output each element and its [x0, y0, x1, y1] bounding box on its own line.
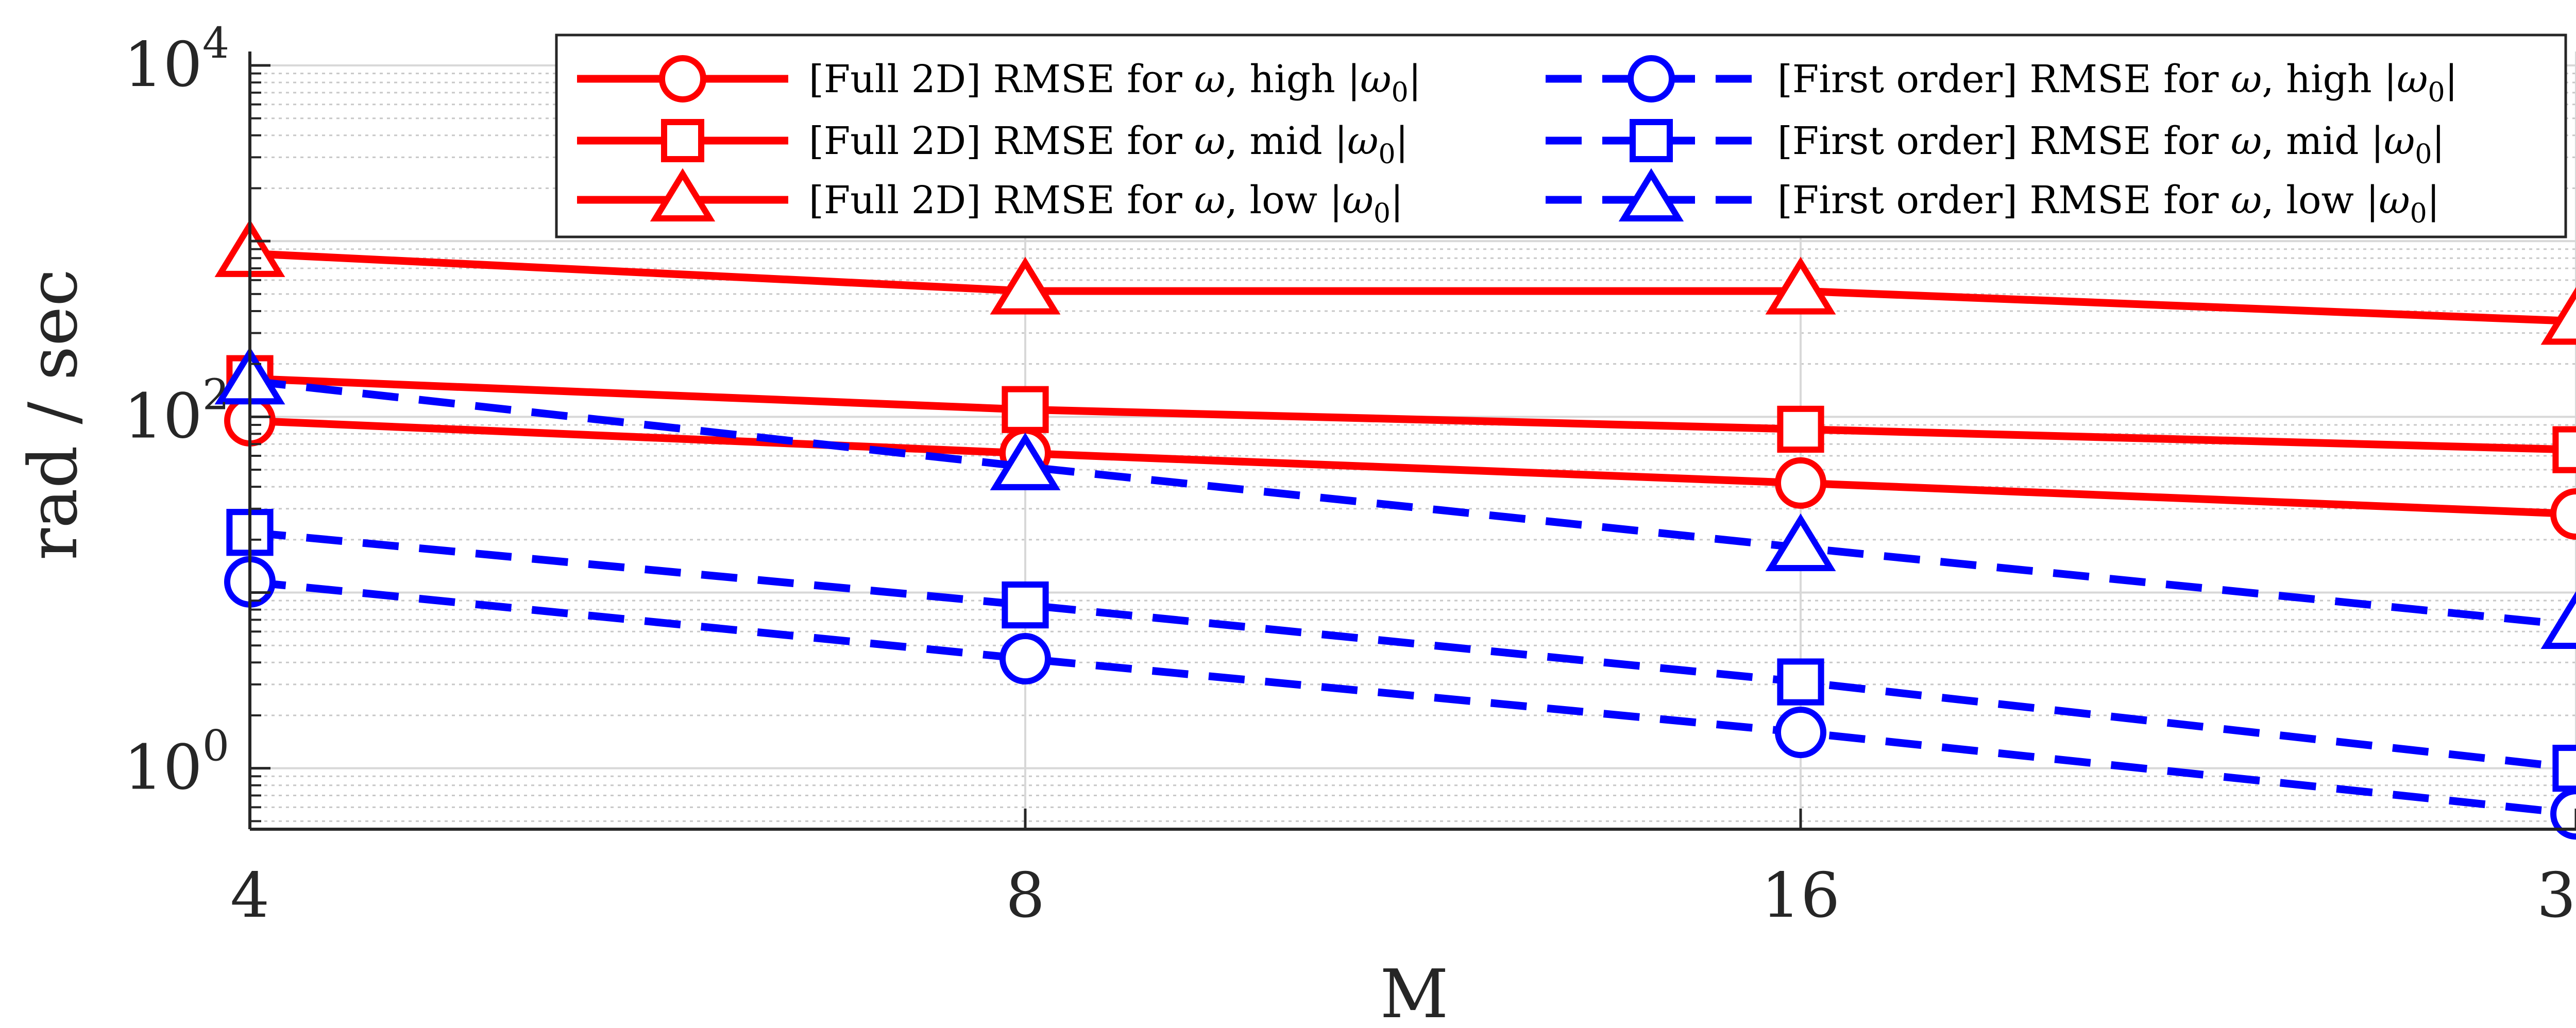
legend-label: [Full 2D] RMSE for ω, low |ω0| [809, 178, 1403, 229]
legend-marker [1618, 168, 1684, 221]
series-line [249, 528, 2576, 773]
data-point [1775, 707, 1826, 759]
legend-label: [First order] RMSE for ω, high |ω0| [1777, 57, 2458, 108]
legend-label: [First order] RMSE for ω, mid |ω0| [1777, 119, 2445, 170]
legend-item-2: [Full 2D] RMSE for ω, mid |ω0| [577, 119, 1409, 170]
legend-item-5: [First order] RMSE for ω, mid |ω0| [1546, 119, 2445, 170]
series-6 [214, 347, 2576, 649]
x-tick-label: 8 [1006, 860, 1045, 932]
series-line [249, 374, 2576, 454]
series-line [249, 377, 2576, 629]
data-point [2552, 426, 2576, 473]
legend-marker [659, 55, 706, 102]
data-point [1777, 405, 1824, 453]
data-point [990, 432, 1061, 490]
legend-marker [661, 119, 704, 162]
legend-label: [First order] RMSE for ω, low |ω0| [1777, 178, 2440, 229]
data-point [2552, 745, 2576, 792]
data-point [999, 633, 1051, 685]
tick-marks: 4 8 16 32 100 102 104 [124, 19, 2576, 932]
data-point [1765, 513, 1836, 572]
series-3 [214, 219, 2576, 345]
series-line [249, 249, 2576, 325]
data-point [1002, 386, 1049, 433]
series-5 [226, 509, 2576, 792]
legend-label: [Full 2D] RMSE for ω, high |ω0| [809, 57, 1421, 108]
data-point [990, 256, 1061, 315]
data-point [2540, 287, 2576, 345]
legend: [Full 2D] RMSE for ω, high |ω0| [Full 2D]… [555, 33, 2567, 238]
data-point [1002, 581, 1049, 629]
data-point [2540, 591, 2576, 649]
legend-marker [1630, 119, 1673, 162]
legend-marker [1628, 55, 1675, 102]
series-layer [214, 219, 2576, 840]
y-tick-label: 102 [124, 370, 229, 452]
legend-label: [Full 2D] RMSE for ω, mid |ω0| [809, 119, 1409, 170]
y-axis-title: rad / sec [14, 269, 92, 560]
legend-item-4: [First order] RMSE for ω, high |ω0| [1546, 55, 2458, 108]
axes [248, 52, 2576, 831]
x-tick-label: 4 [230, 860, 269, 932]
legend-marker [650, 168, 716, 221]
legend-item-1: [Full 2D] RMSE for ω, high |ω0| [577, 55, 1421, 108]
x-axis-title: M [1380, 955, 1448, 1028]
data-point [1765, 256, 1836, 315]
x-tick-label: 32 [2537, 860, 2576, 932]
series-line [249, 578, 2576, 818]
legend-item-6: [First order] RMSE for ω, low |ω0| [1546, 168, 2440, 229]
y-tick-label: 104 [124, 19, 229, 101]
x-tick-label: 16 [1761, 860, 1840, 932]
y-tick-label: 100 [124, 722, 229, 804]
data-point [1775, 457, 1826, 509]
data-point [2550, 788, 2576, 840]
legend-item-3: [Full 2D] RMSE for ω, low |ω0| [577, 168, 1403, 229]
data-point [2550, 488, 2576, 540]
data-point [1777, 658, 1824, 706]
series-line [249, 417, 2576, 518]
